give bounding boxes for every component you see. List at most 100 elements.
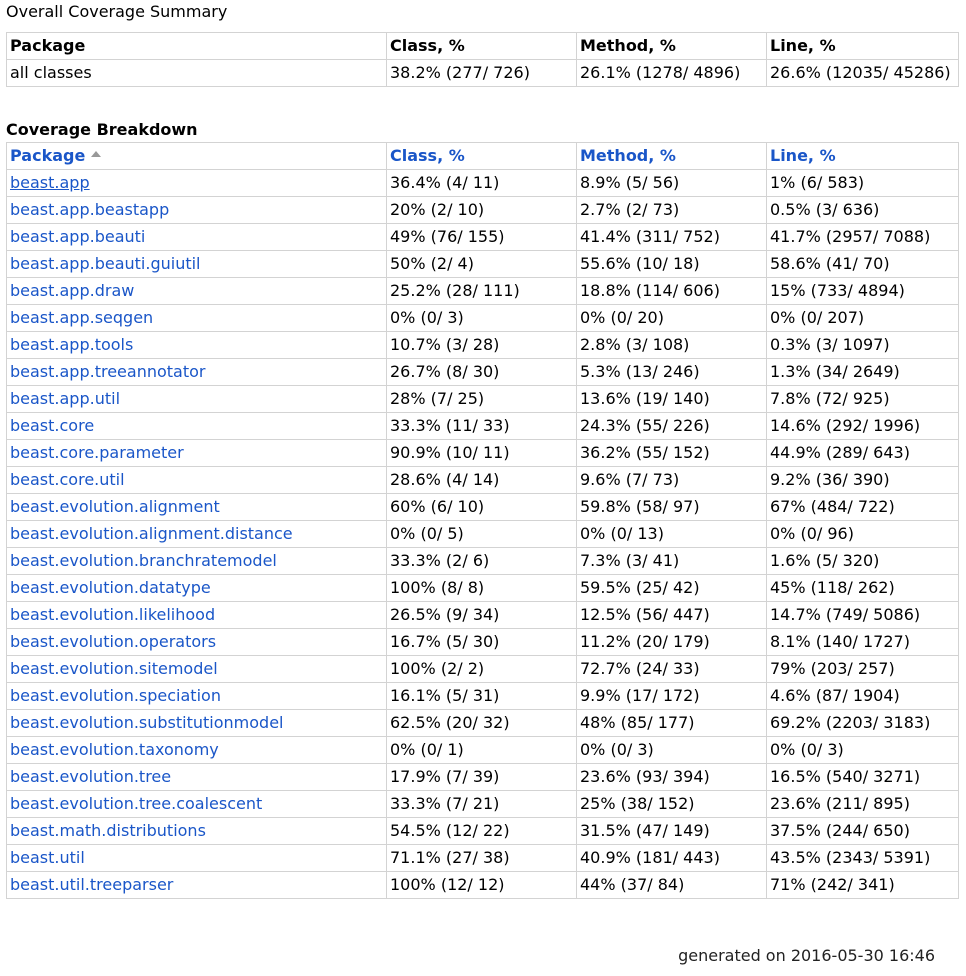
package-link[interactable]: beast.evolution.tree.coalescent <box>6 790 387 818</box>
package-link[interactable]: beast.evolution.taxonomy <box>6 736 387 764</box>
class-coverage-cell: 20% (2/ 10) <box>386 196 577 224</box>
table-row: beast.app.treeannotator 26.7% (8/ 30) 5.3%… <box>6 358 959 386</box>
package-link[interactable]: beast.util <box>6 844 387 872</box>
breakdown-table: Package Class, % Method, % Line, % beast… <box>6 142 959 899</box>
summary-header-class: Class, % <box>386 32 577 60</box>
summary-header-row: Package Class, % Method, % Line, % <box>6 32 959 60</box>
method-coverage-cell: 24.3% (55/ 226) <box>576 412 767 440</box>
package-link[interactable]: beast.app.beauti.guiutil <box>6 250 387 278</box>
sort-by-class-header[interactable]: Class, % <box>386 142 577 170</box>
line-coverage-cell: 44.9% (289/ 643) <box>766 439 959 467</box>
method-coverage-cell: 0% (0/ 20) <box>576 304 767 332</box>
header-package-label[interactable]: Package <box>10 146 86 165</box>
table-row: beast.evolution.operators 16.7% (5/ 30) 11… <box>6 628 959 656</box>
sort-by-package-header[interactable]: Package <box>6 142 387 170</box>
class-coverage-cell: 60% (6/ 10) <box>386 493 577 521</box>
table-row: beast.app.util 28% (7/ 25) 13.6% (19/ 140)… <box>6 385 959 413</box>
table-row: beast.evolution.substitutionmodel 62.5% (… <box>6 709 959 737</box>
package-link[interactable]: beast.app <box>6 169 387 197</box>
package-link[interactable]: beast.util.treeparser <box>6 871 387 899</box>
line-coverage-cell: 69.2% (2203/ 3183) <box>766 709 959 737</box>
line-coverage-cell: 4.6% (87/ 1904) <box>766 682 959 710</box>
package-link[interactable]: beast.evolution.datatype <box>6 574 387 602</box>
table-row: beast.core 33.3% (11/ 33) 24.3% (55/ 226) 1… <box>6 412 959 440</box>
table-row: beast.util.treeparser 100% (12/ 12) 44% (3… <box>6 871 959 899</box>
package-link[interactable]: beast.evolution.sitemodel <box>6 655 387 683</box>
method-coverage-cell: 13.6% (19/ 140) <box>576 385 767 413</box>
line-coverage-cell: 1% (6/ 583) <box>766 169 959 197</box>
method-coverage-cell: 48% (85/ 177) <box>576 709 767 737</box>
line-coverage-cell: 0.3% (3/ 1097) <box>766 331 959 359</box>
method-coverage-cell: 23.6% (93/ 394) <box>576 763 767 791</box>
table-row: beast.evolution.tree.coalescent 33.3% (7/… <box>6 790 959 818</box>
package-link[interactable]: beast.app.tools <box>6 331 387 359</box>
class-coverage-cell: 26.5% (9/ 34) <box>386 601 577 629</box>
class-coverage-cell: 54.5% (12/ 22) <box>386 817 577 845</box>
method-coverage-cell: 8.9% (5/ 56) <box>576 169 767 197</box>
line-coverage-cell: 8.1% (140/ 1727) <box>766 628 959 656</box>
table-row: beast.evolution.speciation 16.1% (5/ 31) 9… <box>6 682 959 710</box>
class-coverage-cell: 0% (0/ 5) <box>386 520 577 548</box>
package-link[interactable]: beast.evolution.alignment <box>6 493 387 521</box>
line-coverage-cell: 45% (118/ 262) <box>766 574 959 602</box>
line-coverage-cell: 14.6% (292/ 1996) <box>766 412 959 440</box>
summary-table: Package Class, % Method, % Line, % all c… <box>6 32 959 87</box>
package-link[interactable]: beast.core.parameter <box>6 439 387 467</box>
summary-header-method: Method, % <box>576 32 767 60</box>
package-link[interactable]: beast.app.seqgen <box>6 304 387 332</box>
package-link[interactable]: beast.app.beauti <box>6 223 387 251</box>
method-coverage-cell: 72.7% (24/ 33) <box>576 655 767 683</box>
class-coverage-cell: 16.1% (5/ 31) <box>386 682 577 710</box>
package-link[interactable]: beast.evolution.operators <box>6 628 387 656</box>
line-coverage-cell: 16.5% (540/ 3271) <box>766 763 959 791</box>
breakdown-body: beast.app 36.4% (4/ 11) 8.9% (5/ 56) 1% (6/… <box>6 169 959 899</box>
table-row: beast.evolution.branchratemodel 33.3% (2/… <box>6 547 959 575</box>
method-coverage-cell: 41.4% (311/ 752) <box>576 223 767 251</box>
line-coverage-cell: 23.6% (211/ 895) <box>766 790 959 818</box>
package-link[interactable]: beast.evolution.alignment.distance <box>6 520 387 548</box>
sort-ascending-icon[interactable] <box>91 151 102 157</box>
package-link[interactable]: beast.evolution.speciation <box>6 682 387 710</box>
table-row: beast.core.parameter 90.9% (10/ 11) 36.2% … <box>6 439 959 467</box>
class-coverage-cell: 50% (2/ 4) <box>386 250 577 278</box>
summary-header-line: Line, % <box>766 32 959 60</box>
method-coverage-cell: 59.5% (25/ 42) <box>576 574 767 602</box>
table-row: beast.evolution.tree 17.9% (7/ 39) 23.6% (… <box>6 763 959 791</box>
package-link[interactable]: beast.core <box>6 412 387 440</box>
method-coverage-cell: 0% (0/ 3) <box>576 736 767 764</box>
package-link[interactable]: beast.core.util <box>6 466 387 494</box>
class-coverage-cell: 17.9% (7/ 39) <box>386 763 577 791</box>
package-link[interactable]: beast.app.treeannotator <box>6 358 387 386</box>
breakdown-header-row: Package Class, % Method, % Line, % <box>6 142 959 170</box>
sort-by-method-header[interactable]: Method, % <box>576 142 767 170</box>
package-link[interactable]: beast.evolution.tree <box>6 763 387 791</box>
summary-method-cell: 26.1% (1278/ 4896) <box>576 59 767 87</box>
method-coverage-cell: 0% (0/ 13) <box>576 520 767 548</box>
package-link[interactable]: beast.math.distributions <box>6 817 387 845</box>
class-coverage-cell: 36.4% (4/ 11) <box>386 169 577 197</box>
table-row: beast.app.beauti 49% (76/ 155) 41.4% (311/… <box>6 223 959 251</box>
class-coverage-cell: 100% (2/ 2) <box>386 655 577 683</box>
package-link[interactable]: beast.app.beastapp <box>6 196 387 224</box>
table-row: beast.evolution.datatype 100% (8/ 8) 59.5%… <box>6 574 959 602</box>
method-coverage-cell: 9.9% (17/ 172) <box>576 682 767 710</box>
line-coverage-cell: 71% (242/ 341) <box>766 871 959 899</box>
package-link[interactable]: beast.app.util <box>6 385 387 413</box>
sort-by-line-header[interactable]: Line, % <box>766 142 959 170</box>
package-link[interactable]: beast.evolution.likelihood <box>6 601 387 629</box>
generated-timestamp: generated on 2016-05-30 16:46 <box>678 946 935 965</box>
class-coverage-cell: 100% (12/ 12) <box>386 871 577 899</box>
line-coverage-cell: 41.7% (2957/ 7088) <box>766 223 959 251</box>
method-coverage-cell: 18.8% (114/ 606) <box>576 277 767 305</box>
summary-title: Overall Coverage Summary <box>6 2 228 21</box>
method-coverage-cell: 31.5% (47/ 149) <box>576 817 767 845</box>
line-coverage-cell: 14.7% (749/ 5086) <box>766 601 959 629</box>
class-coverage-cell: 33.3% (2/ 6) <box>386 547 577 575</box>
package-link[interactable]: beast.evolution.substitutionmodel <box>6 709 387 737</box>
class-coverage-cell: 28% (7/ 25) <box>386 385 577 413</box>
package-link[interactable]: beast.app.draw <box>6 277 387 305</box>
class-coverage-cell: 0% (0/ 1) <box>386 736 577 764</box>
package-link[interactable]: beast.evolution.branchratemodel <box>6 547 387 575</box>
line-coverage-cell: 0% (0/ 3) <box>766 736 959 764</box>
method-coverage-cell: 36.2% (55/ 152) <box>576 439 767 467</box>
